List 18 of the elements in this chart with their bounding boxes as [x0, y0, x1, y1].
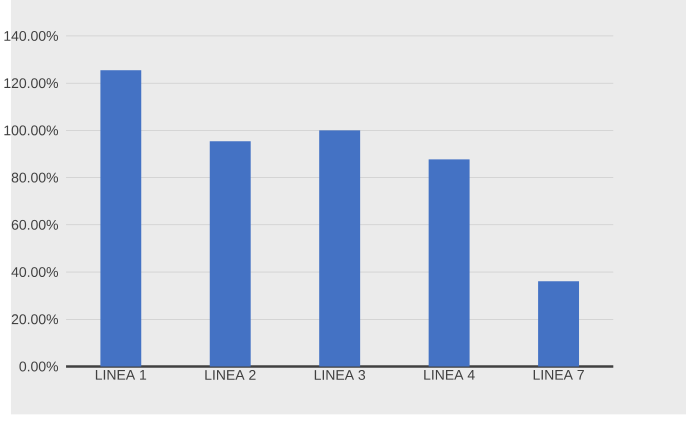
bar — [100, 70, 142, 366]
y-tick-label: 120.00% — [4, 78, 58, 88]
y-tick-label: 40.00% — [11, 266, 58, 277]
y-tick-label: 80.00% — [12, 172, 58, 182]
bar — [210, 141, 251, 366]
x-tick-label: LINEA 3 — [314, 370, 366, 380]
y-tick-label: 20.00% — [12, 314, 58, 324]
bar — [319, 130, 360, 366]
y-tick-label: 0.00% — [19, 361, 58, 372]
y-tick-label: 140.00% — [4, 30, 58, 41]
x-tick-label: LINEA 7 — [534, 370, 584, 380]
y-tick-label: 60.00% — [12, 220, 58, 230]
x-tick-label: LINEA 4 — [424, 370, 475, 380]
x-tick-label: LINEA 2 — [205, 370, 256, 380]
y-tick-label: 100.00% — [4, 125, 58, 136]
bar — [538, 281, 580, 366]
x-tick-label: LINEA 1 — [96, 370, 146, 380]
bar — [428, 159, 470, 366]
